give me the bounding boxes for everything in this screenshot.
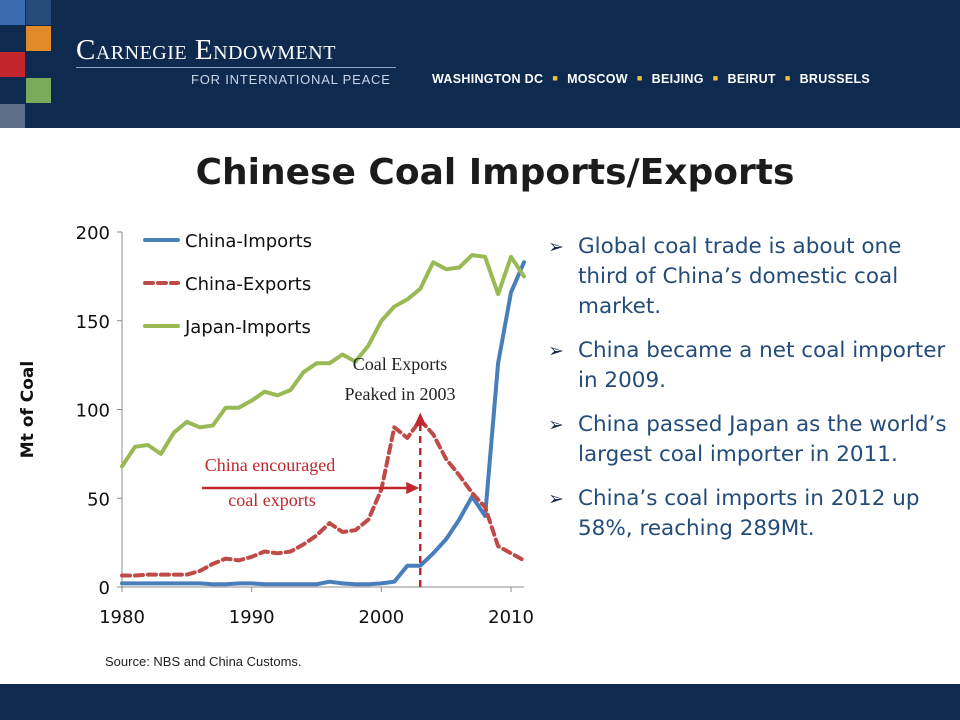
- x-tick-label: 1990: [229, 607, 275, 628]
- city-item: MOSCOW: [567, 72, 628, 86]
- annotation-peak-line1: Coal Exports: [353, 354, 448, 374]
- coal-trade-chart: 0 50 100 150 200 1980 1990 2000 2010 Mt of Coal Ch…: [0, 210, 540, 680]
- logo-square-blue: [0, 0, 25, 25]
- org-name: Carnegie Endowment: [76, 34, 336, 66]
- separator-square-icon: ■: [636, 73, 643, 83]
- header-band: Carnegie Endowment FOR INTERNATIONAL PEA…: [0, 0, 960, 128]
- series-line-china-imports: [120, 260, 526, 587]
- separator-square-icon: ■: [784, 73, 791, 83]
- series-line-japan-imports: [120, 253, 526, 469]
- arrow-bullet-icon: ➢: [548, 236, 564, 258]
- bullet-text: China became a net coal importer in 2009…: [578, 338, 946, 393]
- x-tick-label: 2010: [488, 607, 534, 628]
- logo-square-gray: [0, 104, 25, 128]
- arrow-bullet-icon: ➢: [548, 414, 564, 436]
- x-tick-label: 2000: [358, 607, 404, 628]
- y-tick-label: 50: [87, 489, 110, 510]
- bullet-item: ➢ China’s coal imports in 2012 up 58%, re…: [548, 484, 953, 544]
- org-subtitle: FOR INTERNATIONAL PEACE: [191, 72, 391, 87]
- city-item: BEIJING: [651, 72, 704, 86]
- arrow-bullet-icon: ➢: [548, 340, 564, 362]
- y-tick-label: 0: [99, 578, 110, 599]
- bullet-list: ➢ Global coal trade is about one third of…: [548, 232, 953, 558]
- chart-svg: 0 50 100 150 200 1980 1990 2000 2010 Mt of Coal Ch…: [18, 223, 534, 628]
- y-tick-label: 200: [76, 223, 110, 244]
- annotation-encourage-line2: coal exports: [228, 490, 315, 510]
- city-item: WASHINGTON DC: [432, 72, 544, 86]
- logo-square-orange: [26, 26, 51, 51]
- legend-label: China-Imports: [185, 231, 312, 252]
- legend-label: China-Exports: [185, 274, 311, 295]
- x-tick-label: 1980: [99, 607, 145, 628]
- arrow-bullet-icon: ➢: [548, 488, 564, 510]
- logo-square-green: [26, 78, 51, 103]
- city-item: BRUSSELS: [799, 72, 871, 86]
- bullet-item: ➢ Global coal trade is about one third of…: [548, 232, 953, 322]
- logo-square-red: [0, 52, 25, 77]
- annotation-encourage-line1: China encouraged: [205, 455, 335, 475]
- encourage-arrow-head: [406, 482, 420, 494]
- city-list: WASHINGTON DC ■ MOSCOW ■ BEIJING ■ BEIRUT ■ BRUS…: [432, 72, 870, 86]
- source-note: Source: NBS and China Customs.: [105, 654, 302, 669]
- y-axis-label: Mt of Coal: [18, 361, 38, 458]
- peak-arrow-head: [414, 412, 427, 426]
- separator-square-icon: ■: [552, 73, 559, 83]
- bullet-text: China’s coal imports in 2012 up 58%, rea…: [578, 486, 920, 541]
- separator-square-icon: ■: [712, 73, 719, 83]
- legend-label: Japan-Imports: [184, 317, 311, 338]
- bullet-item: ➢ China became a net coal importer in 200…: [548, 336, 953, 396]
- y-tick-label: 150: [76, 312, 110, 333]
- bullet-item: ➢ China passed Japan as the world’s large…: [548, 410, 953, 470]
- bullet-text: China passed Japan as the world’s larges…: [578, 412, 947, 467]
- series-line-china-exports: [120, 418, 526, 578]
- logo-square-navy: [26, 0, 51, 25]
- city-item: BEIRUT: [727, 72, 776, 86]
- slide-title: Chinese Coal Imports/Exports: [195, 152, 795, 193]
- org-divider: [76, 67, 396, 68]
- annotation-peak-line2: Peaked in 2003: [345, 384, 456, 404]
- y-tick-label: 100: [76, 401, 110, 422]
- footer-band: [0, 684, 960, 720]
- bullet-text: Global coal trade is about one third of …: [578, 234, 902, 319]
